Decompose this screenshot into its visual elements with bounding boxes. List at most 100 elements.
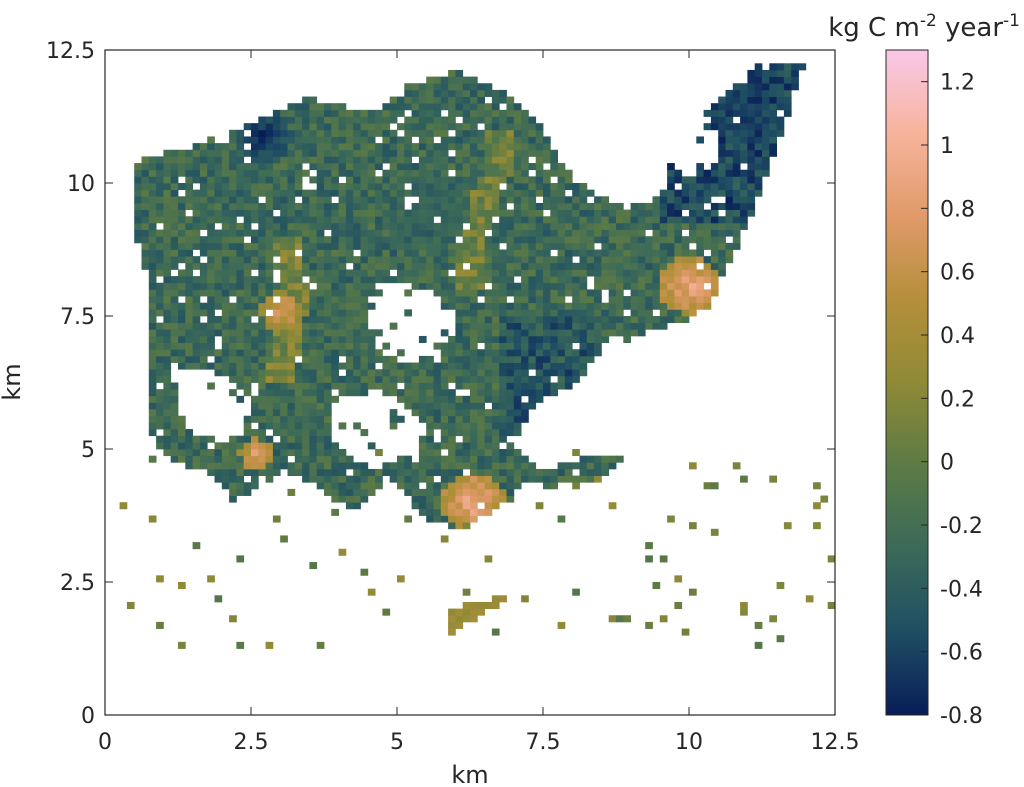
heatmap-cell bbox=[630, 322, 639, 330]
heatmap-cell bbox=[199, 202, 208, 210]
heatmap-cell bbox=[389, 216, 398, 224]
heatmap-cell bbox=[491, 442, 500, 450]
heatmap-cell bbox=[601, 256, 610, 264]
y-tick-label: 10 bbox=[67, 172, 95, 197]
heatmap-cell bbox=[513, 369, 522, 377]
heatmap-cell bbox=[535, 143, 544, 151]
heatmap-cell bbox=[513, 342, 522, 350]
heatmap-cell bbox=[163, 183, 172, 191]
heatmap-cell bbox=[572, 309, 580, 317]
heatmap-cell bbox=[718, 256, 726, 264]
heatmap-cell bbox=[324, 296, 332, 304]
heatmap-cell bbox=[433, 196, 442, 204]
heatmap-cell bbox=[316, 262, 325, 270]
heatmap-cell bbox=[652, 302, 661, 310]
heatmap-cell bbox=[163, 269, 172, 277]
heatmap-cell bbox=[280, 136, 288, 144]
heatmap-cell bbox=[484, 116, 493, 124]
heatmap-cell bbox=[324, 156, 332, 164]
heatmap-cell bbox=[418, 262, 427, 270]
heatmap-cell bbox=[316, 316, 325, 324]
heatmap-cell bbox=[287, 229, 296, 237]
heatmap-cell bbox=[243, 482, 252, 490]
heatmap-cell bbox=[564, 382, 573, 390]
heatmap-cell bbox=[156, 169, 164, 177]
heatmap-cell bbox=[214, 256, 223, 264]
heatmap-cell bbox=[608, 209, 617, 217]
heatmap-cell bbox=[353, 109, 361, 117]
heatmap-cell bbox=[521, 475, 529, 483]
heatmap-cell bbox=[572, 183, 580, 191]
heatmap-cell bbox=[251, 442, 259, 450]
heatmap-cell bbox=[185, 289, 193, 297]
heatmap-cell bbox=[418, 156, 427, 164]
heatmap-cell bbox=[521, 176, 529, 184]
heatmap-cell bbox=[418, 89, 427, 97]
heatmap-cell bbox=[448, 143, 456, 151]
heatmap-cell bbox=[353, 116, 361, 124]
heatmap-cell bbox=[572, 222, 580, 230]
heatmap-cell bbox=[513, 222, 522, 230]
heatmap-cell bbox=[506, 468, 515, 476]
heatmap-cell bbox=[221, 269, 230, 277]
heatmap-cell bbox=[491, 129, 500, 137]
heatmap-cell bbox=[513, 156, 522, 164]
heatmap-cell bbox=[448, 508, 456, 516]
heatmap-cell bbox=[499, 349, 507, 357]
heatmap-cell bbox=[448, 615, 456, 623]
heatmap-cell bbox=[185, 256, 193, 264]
heatmap-cell bbox=[338, 389, 347, 397]
heatmap-cell bbox=[294, 455, 303, 463]
heatmap-cell bbox=[345, 149, 354, 157]
heatmap-cell bbox=[426, 362, 434, 370]
heatmap-cell bbox=[338, 269, 347, 277]
x-tick-label: 10 bbox=[675, 730, 703, 755]
heatmap-cell bbox=[535, 136, 544, 144]
heatmap-cell bbox=[170, 309, 179, 317]
heatmap-cell bbox=[659, 282, 668, 290]
heatmap-cell bbox=[272, 442, 281, 450]
heatmap-cell bbox=[550, 236, 558, 244]
heatmap-cell bbox=[375, 189, 383, 197]
heatmap-cell bbox=[513, 289, 522, 297]
heatmap-cell bbox=[528, 402, 537, 410]
heatmap-cell bbox=[367, 302, 376, 310]
heatmap-cell bbox=[440, 375, 449, 383]
heatmap-cell bbox=[192, 149, 201, 157]
heatmap-cell bbox=[754, 89, 763, 97]
heatmap-cell bbox=[645, 309, 653, 317]
heatmap-cell bbox=[324, 415, 332, 423]
heatmap-cell bbox=[535, 342, 544, 350]
heatmap-cell bbox=[375, 269, 383, 277]
heatmap-cell bbox=[696, 169, 704, 177]
heatmap-cell bbox=[229, 369, 237, 377]
heatmap-cell bbox=[309, 562, 318, 570]
heatmap-cell bbox=[645, 621, 653, 629]
heatmap-cell bbox=[674, 196, 683, 204]
heatmap-cell bbox=[637, 262, 646, 270]
heatmap-cell bbox=[579, 242, 588, 250]
heatmap-cell bbox=[272, 382, 281, 390]
heatmap-cell bbox=[477, 163, 485, 171]
heatmap-cell bbox=[462, 149, 471, 157]
heatmap-cell bbox=[404, 382, 412, 390]
heatmap-cell bbox=[572, 262, 580, 270]
heatmap-cell bbox=[455, 449, 464, 457]
heatmap-cell bbox=[491, 349, 500, 357]
heatmap-cell bbox=[710, 236, 719, 244]
heatmap-cell bbox=[579, 189, 588, 197]
heatmap-cell bbox=[353, 462, 361, 470]
heatmap-cell bbox=[667, 222, 675, 230]
heatmap-cell bbox=[689, 202, 697, 210]
heatmap-cell bbox=[623, 302, 631, 310]
heatmap-cell bbox=[462, 96, 471, 104]
heatmap-cell bbox=[652, 276, 661, 284]
heatmap-cell bbox=[499, 595, 507, 603]
heatmap-cell bbox=[491, 455, 500, 463]
heatmap-cell bbox=[156, 415, 164, 423]
heatmap-cell bbox=[491, 462, 500, 470]
heatmap-cell bbox=[243, 249, 252, 257]
heatmap-cell bbox=[513, 409, 522, 417]
heatmap-cell bbox=[316, 256, 325, 264]
heatmap-cell bbox=[491, 362, 500, 370]
